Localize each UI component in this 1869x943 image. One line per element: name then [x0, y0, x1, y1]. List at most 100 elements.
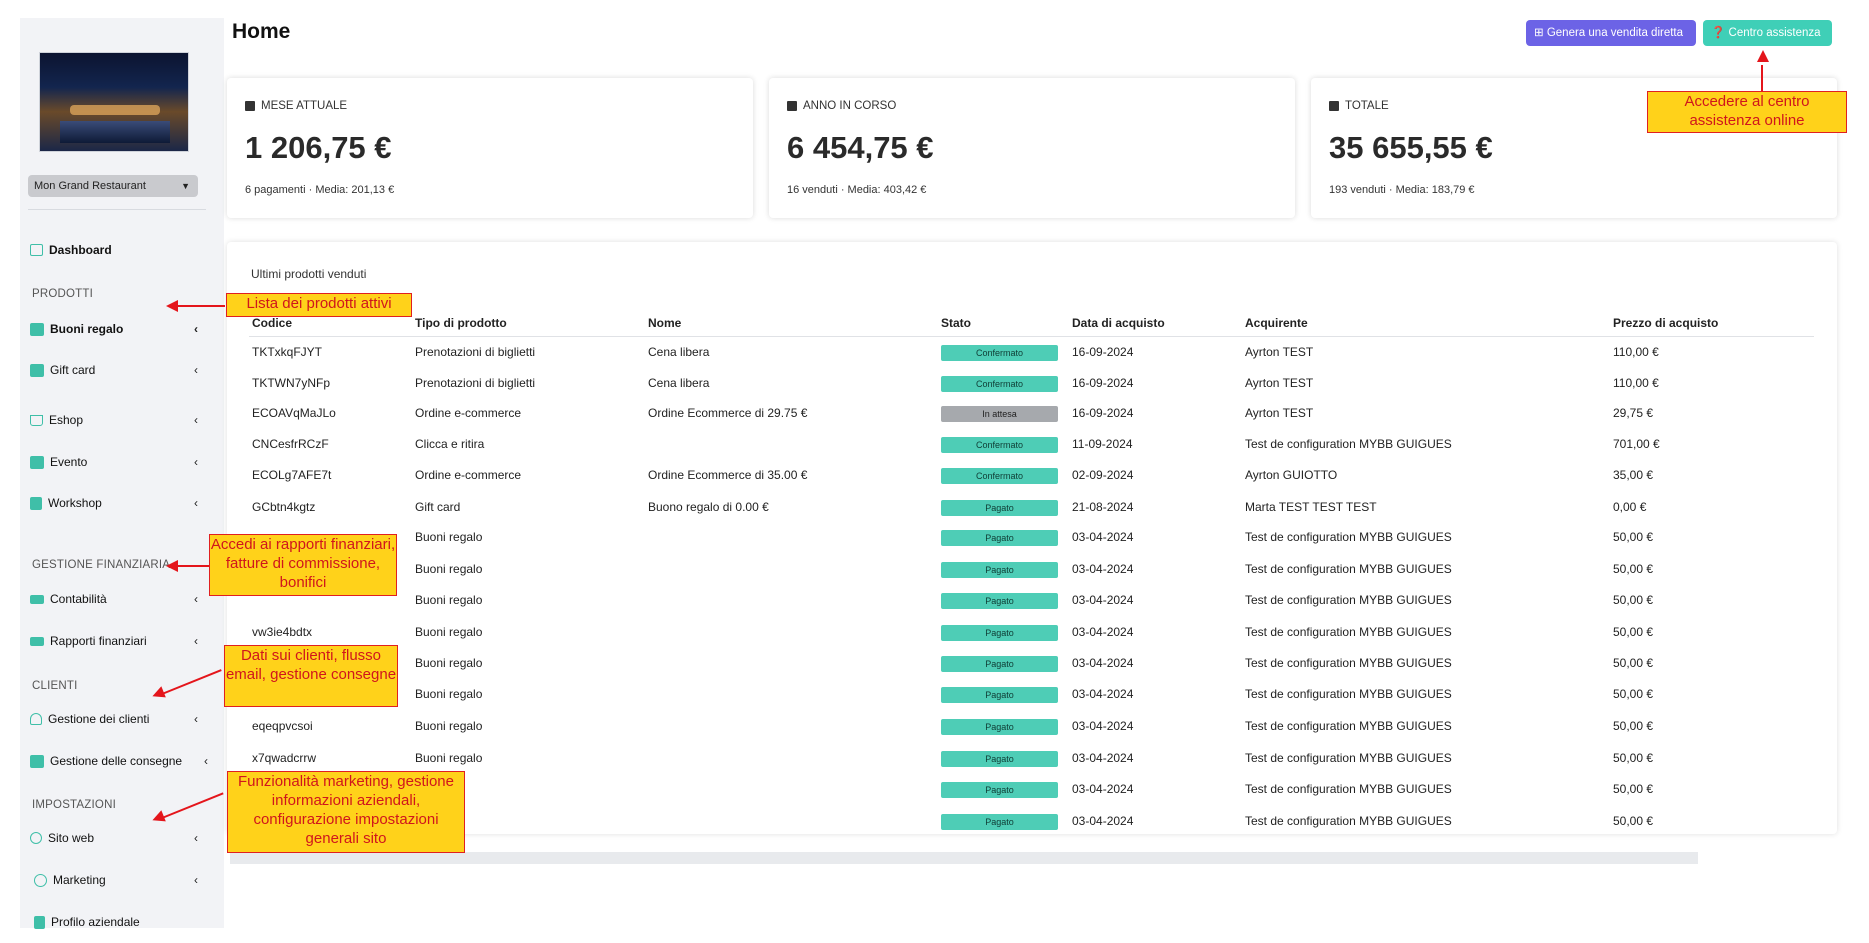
sidebar-item-contabilita[interactable]: Contabilità ‹	[30, 589, 210, 609]
sidebar-item-rapporti-finanziari[interactable]: Rapporti finanziari ‹	[30, 631, 210, 651]
cell-date: 03-04-2024	[1072, 751, 1134, 765]
section-prodotti: PRODOTTI	[32, 288, 94, 300]
cell-type: Ordine e-commerce	[415, 406, 522, 420]
cell-price: 110,00 €	[1613, 345, 1659, 359]
calendar-icon	[1329, 101, 1339, 111]
event-icon	[30, 455, 44, 469]
status-badge: Confermato	[941, 468, 1058, 484]
horizontal-scrollbar[interactable]	[230, 852, 1698, 864]
sidebar-item-label: Rapporti finanziari	[50, 634, 147, 648]
col-header-acquirente: Acquirente	[1245, 316, 1308, 330]
cell-buyer: Test de configuration MYBB GUIGUES	[1245, 687, 1452, 701]
cell-code: TKTxkqFJYT	[252, 345, 323, 359]
cell-date: 03-04-2024	[1072, 687, 1134, 701]
sidebar-item-profilo-aziendale[interactable]: Profilo aziendale	[34, 912, 214, 932]
chart-icon	[30, 244, 43, 256]
cell-buyer: Marta TEST TEST TEST	[1245, 500, 1377, 514]
sidebar-item-buoni-regalo[interactable]: Buoni regalo ‹	[30, 319, 210, 339]
status-badge: Pagato	[941, 814, 1058, 830]
cell-buyer: Test de configuration MYBB GUIGUES	[1245, 562, 1452, 576]
cell-type: Buoni regalo	[415, 593, 483, 607]
sidebar-item-eshop[interactable]: Eshop ‹	[30, 410, 210, 430]
status-badge: Pagato	[941, 530, 1058, 546]
callout-products: Lista dei prodotti attivi	[226, 293, 412, 317]
col-header-nome: Nome	[648, 316, 682, 330]
cell-code: GCbtn4kgtz	[252, 500, 316, 514]
cell-name: Cena libera	[648, 376, 710, 390]
stat-label-text: TOTALE	[1345, 100, 1389, 112]
sidebar-item-dashboard[interactable]: Dashboard	[30, 240, 210, 260]
calendar-icon	[787, 101, 797, 111]
chevron-left-icon: ‹	[194, 496, 198, 510]
cell-date: 03-04-2024	[1072, 625, 1134, 639]
cell-buyer: Ayrton TEST	[1245, 406, 1314, 420]
status-badge: Pagato	[941, 751, 1058, 767]
chevron-left-icon: ‹	[194, 873, 198, 887]
sidebar-item-label: Sito web	[48, 831, 95, 845]
cell-buyer: Test de configuration MYBB GUIGUES	[1245, 782, 1452, 796]
sidebar-item-gestione-clienti[interactable]: Gestione dei clienti ‹	[30, 709, 210, 729]
help-center-button[interactable]: ❓ Centro assistenza	[1703, 20, 1832, 46]
stat-value: 1 206,75 €	[245, 130, 392, 165]
page-title: Home	[232, 20, 291, 43]
sidebar-item-label: Dashboard	[49, 243, 112, 257]
stat-label: MESE ATTUALE	[245, 100, 347, 112]
stat-value: 35 655,55 €	[1329, 130, 1493, 165]
sidebar-item-evento[interactable]: Evento ‹	[30, 452, 210, 472]
cell-buyer: Test de configuration MYBB GUIGUES	[1245, 530, 1452, 544]
sidebar-item-label: Eshop	[49, 413, 84, 427]
sidebar-item-gestione-consegne[interactable]: Gestione delle consegne ‹	[30, 751, 210, 771]
calendar-icon	[245, 101, 255, 111]
cell-date: 03-04-2024	[1072, 562, 1134, 576]
cell-date: 02-09-2024	[1072, 468, 1134, 482]
cell-price: 50,00 €	[1613, 719, 1654, 733]
sidebar-item-sito-web[interactable]: Sito web ‹	[30, 828, 210, 848]
cell-price: 0,00 €	[1613, 500, 1647, 514]
col-header-stato: Stato	[941, 316, 971, 330]
workshop-icon	[30, 496, 42, 510]
chevron-left-icon: ‹	[194, 634, 198, 648]
cell-code: ECOAVqMaJLo	[252, 406, 336, 420]
callout-settings: Funzionalità marketing, gestione informa…	[227, 771, 465, 853]
sidebar-item-marketing[interactable]: Marketing ‹	[34, 870, 214, 890]
cell-buyer: Ayrton GUIOTTO	[1245, 468, 1338, 482]
col-header-data: Data di acquisto	[1072, 316, 1165, 330]
status-badge: Pagato	[941, 500, 1058, 516]
status-badge: Pagato	[941, 719, 1058, 735]
stat-card-year: ANNO IN CORSO 6 454,75 € 16 venduti · Me…	[769, 78, 1295, 218]
cell-date: 03-04-2024	[1072, 656, 1134, 670]
status-badge: Pagato	[941, 782, 1058, 798]
stat-sub: 6 pagamenti · Media: 201,13 €	[245, 184, 395, 196]
credit-card-icon	[30, 594, 44, 604]
sidebar-item-label: Profilo aziendale	[51, 915, 140, 929]
cell-type: Buoni regalo	[415, 656, 483, 670]
cell-buyer: Test de configuration MYBB GUIGUES	[1245, 593, 1452, 607]
cell-date: 16-09-2024	[1072, 376, 1134, 390]
cell-price: 50,00 €	[1613, 656, 1654, 670]
chevron-left-icon: ‹	[194, 831, 198, 845]
sidebar-item-label: Buoni regalo	[50, 322, 124, 336]
help-center-label: Centro assistenza	[1728, 27, 1821, 39]
restaurant-select[interactable]: Mon Grand Restaurant ▼	[28, 175, 198, 197]
cell-date: 03-04-2024	[1072, 593, 1134, 607]
cell-type: Gift card	[415, 500, 461, 514]
cell-type: Prenotazioni di biglietti	[415, 376, 536, 390]
cell-date: 03-04-2024	[1072, 530, 1134, 544]
cell-price: 701,00 €	[1613, 437, 1660, 451]
chevron-down-icon: ▼	[181, 181, 190, 191]
gift-card-icon	[30, 363, 44, 377]
sidebar-item-gift-card[interactable]: Gift card ‹	[30, 360, 210, 380]
cell-code: CNCesfrRCzF	[252, 437, 329, 451]
money-icon	[30, 636, 44, 646]
cell-code: vw3ie4bdtx	[252, 625, 313, 639]
sidebar-item-label: Workshop	[48, 496, 102, 510]
callout-finance: Accedi ai rapporti finanziari, fatture d…	[209, 534, 397, 596]
arrow-help	[1761, 65, 1763, 92]
direct-sale-button[interactable]: ⊞ Genera una vendita diretta	[1526, 20, 1696, 46]
sidebar-item-label: Gift card	[50, 363, 96, 377]
sidebar-item-workshop[interactable]: Workshop ‹	[30, 493, 210, 513]
cell-type: Prenotazioni di biglietti	[415, 345, 536, 359]
shop-basket-icon	[30, 414, 43, 426]
cell-price: 35,00 €	[1613, 468, 1654, 482]
recent-sales-card: Ultimi prodotti venduti Codice Tipo di p…	[227, 242, 1837, 834]
